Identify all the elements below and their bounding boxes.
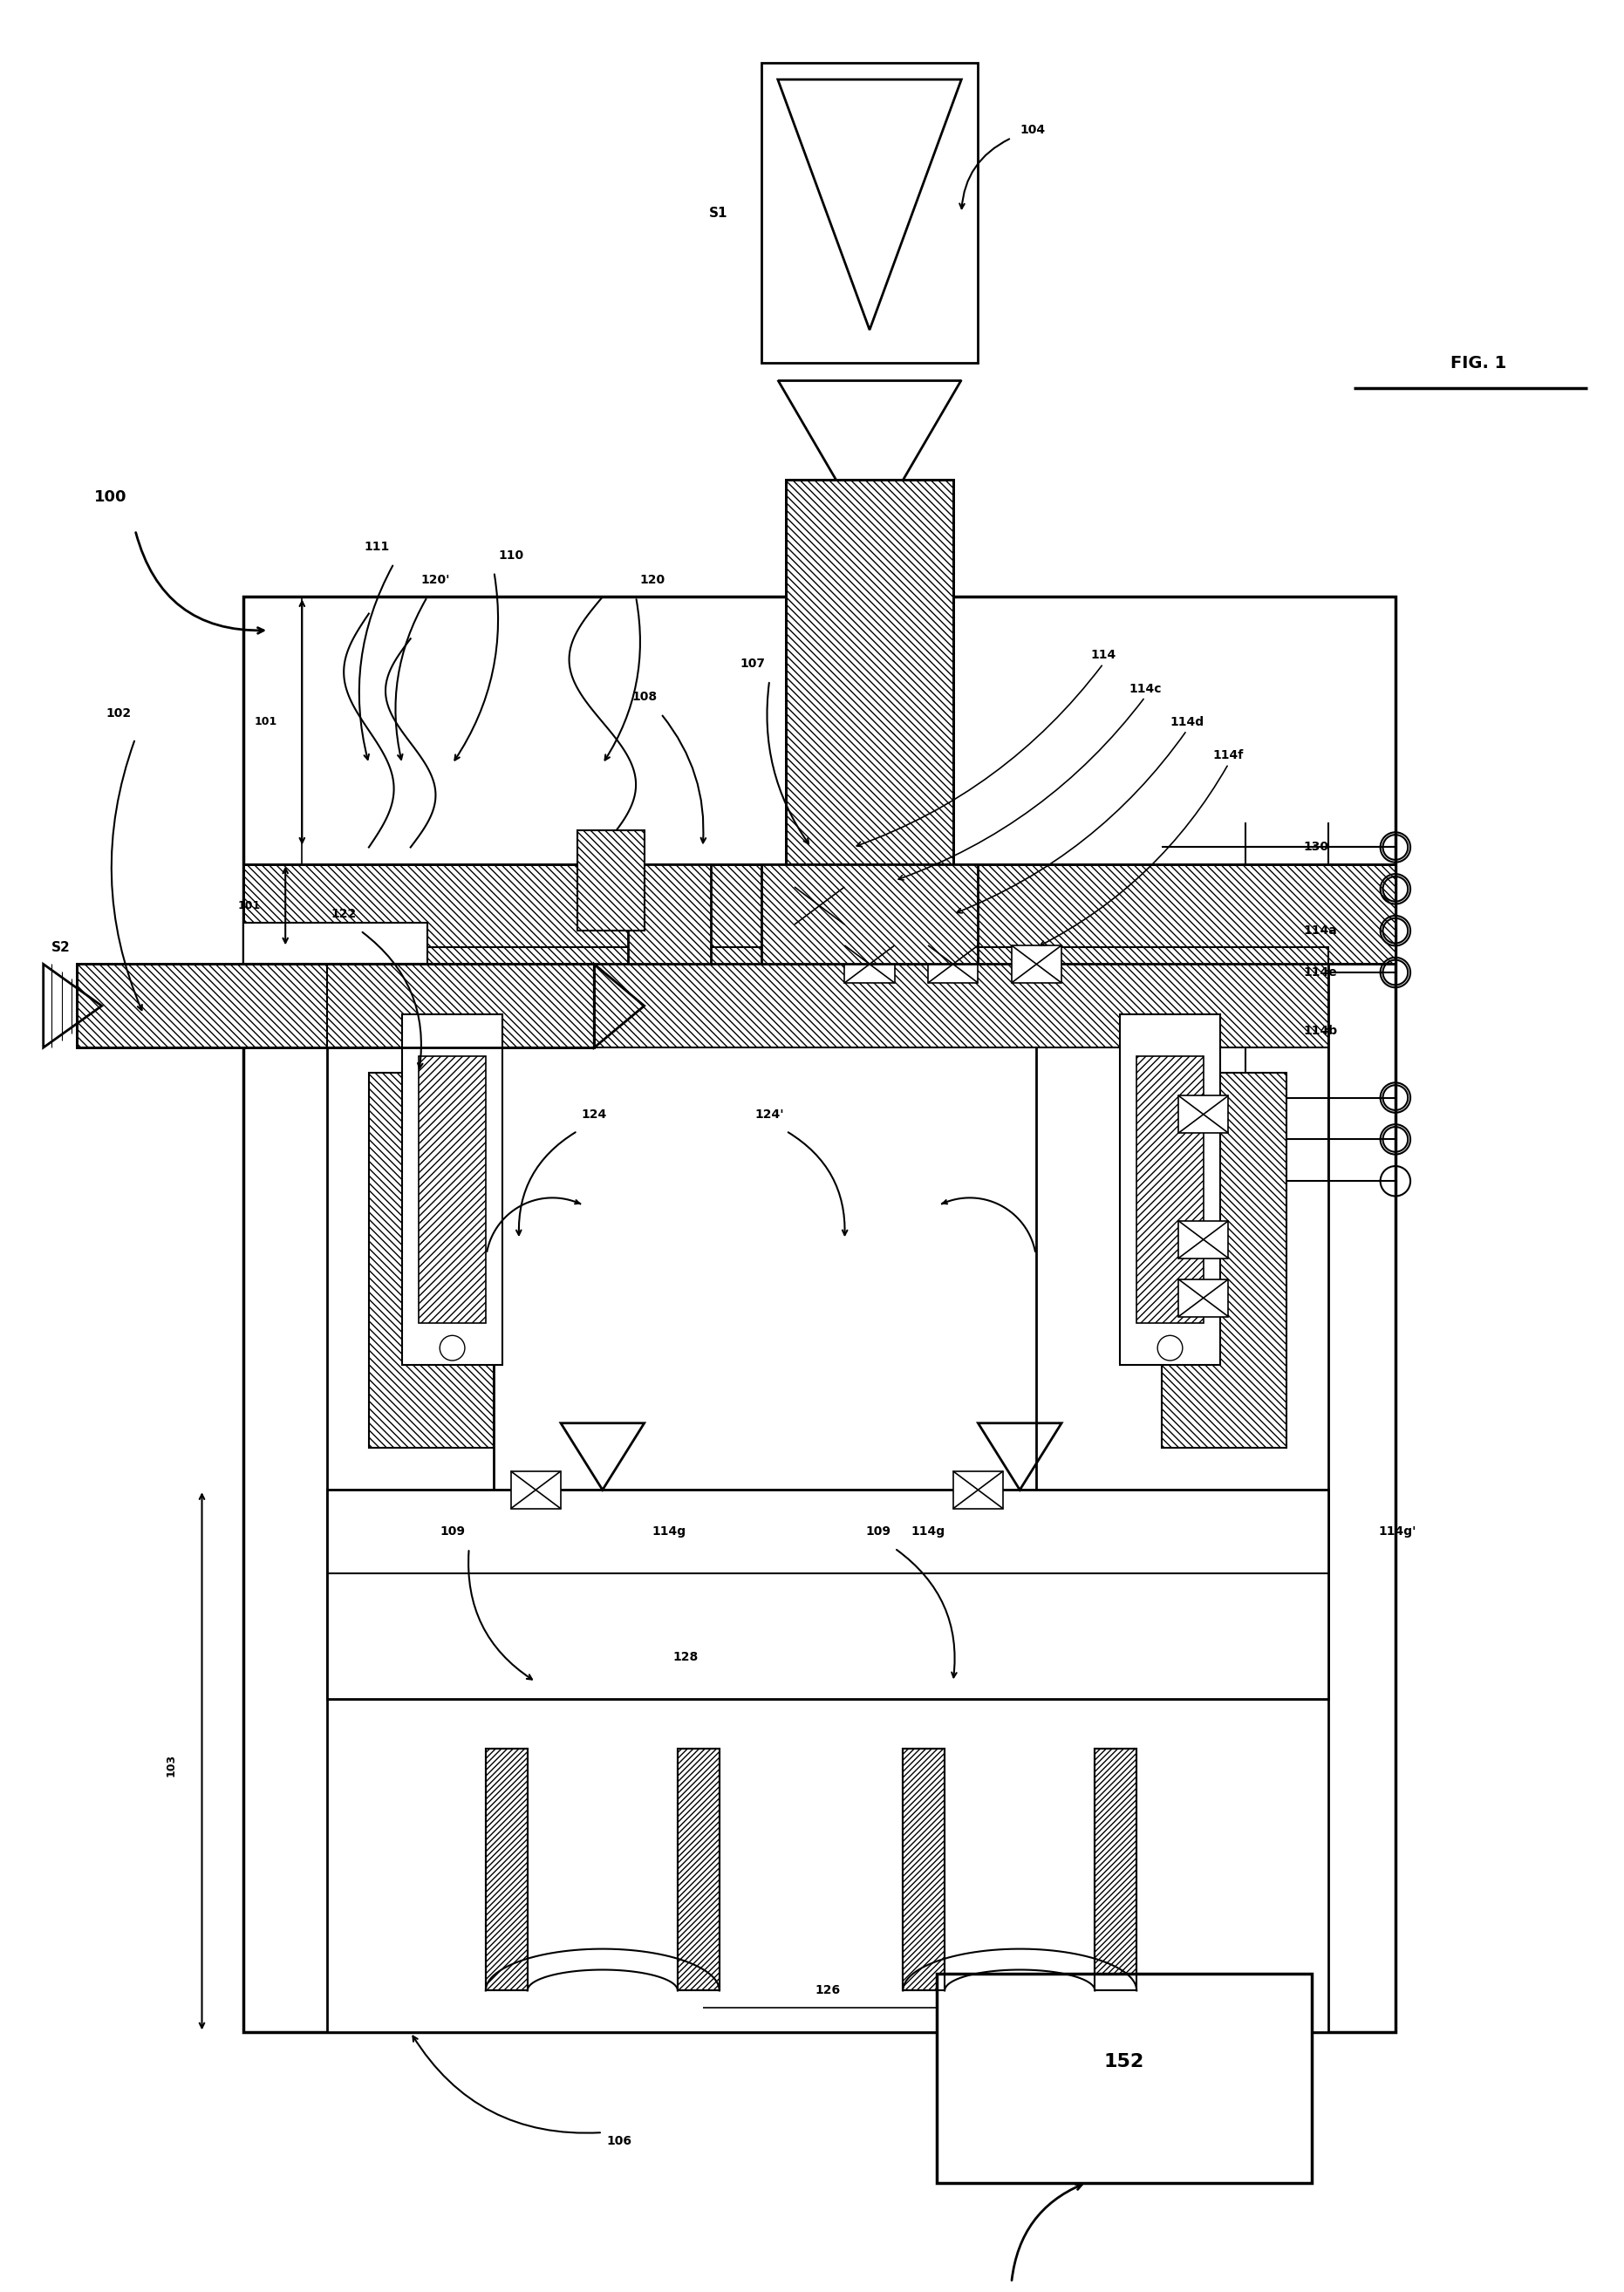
Text: 114e: 114e bbox=[1304, 967, 1338, 979]
Bar bbox=[1179, 1096, 1228, 1132]
Bar bbox=[486, 1749, 528, 1992]
Bar bbox=[244, 864, 1395, 965]
Text: 114f: 114f bbox=[1213, 749, 1244, 761]
Bar bbox=[326, 947, 1328, 1047]
Bar bbox=[794, 887, 844, 924]
Bar bbox=[510, 1471, 560, 1508]
Text: 120': 120' bbox=[421, 573, 450, 587]
Text: 106: 106 bbox=[607, 2134, 632, 2148]
Text: 114g: 114g bbox=[653, 1526, 687, 1538]
Text: 108: 108 bbox=[632, 690, 658, 704]
Text: 114g': 114g' bbox=[1379, 1526, 1416, 1538]
Bar bbox=[1179, 1279, 1228, 1316]
Text: S2: S2 bbox=[52, 942, 71, 953]
Bar bbox=[903, 1749, 945, 1992]
Text: 124': 124' bbox=[755, 1109, 784, 1121]
Bar bbox=[1179, 1222, 1228, 1258]
Text: 104: 104 bbox=[1020, 124, 1046, 135]
Text: 114d: 114d bbox=[1169, 715, 1203, 729]
Text: 114g: 114g bbox=[911, 1526, 945, 1538]
Bar bbox=[627, 864, 711, 965]
Text: FIG. 1: FIG. 1 bbox=[1450, 355, 1507, 371]
Bar bbox=[677, 1749, 719, 1992]
Bar bbox=[1012, 944, 1062, 983]
Bar bbox=[326, 1490, 1328, 1698]
Text: S1: S1 bbox=[710, 206, 728, 220]
Bar bbox=[903, 1749, 945, 1992]
Bar bbox=[419, 1057, 486, 1322]
Bar bbox=[677, 1749, 719, 1992]
Text: 101: 101 bbox=[253, 717, 278, 729]
Bar bbox=[1161, 1073, 1286, 1449]
Bar bbox=[326, 1490, 1328, 2033]
Bar bbox=[1095, 1749, 1137, 1992]
Bar bbox=[786, 479, 953, 880]
Bar bbox=[937, 1973, 1312, 2182]
Text: 102: 102 bbox=[106, 708, 132, 720]
Bar bbox=[1121, 1013, 1220, 1364]
Text: 101: 101 bbox=[237, 901, 260, 912]
Bar bbox=[244, 864, 1395, 965]
Text: 114b: 114b bbox=[1304, 1025, 1338, 1036]
Text: 114c: 114c bbox=[1129, 683, 1161, 694]
Text: 110: 110 bbox=[499, 550, 523, 562]
Bar bbox=[76, 965, 594, 1047]
Bar bbox=[403, 1013, 502, 1364]
Text: 128: 128 bbox=[674, 1650, 698, 1664]
Text: 120: 120 bbox=[640, 573, 666, 587]
Bar bbox=[76, 965, 594, 1047]
Bar bbox=[762, 864, 978, 965]
Bar bbox=[786, 880, 953, 965]
Bar bbox=[369, 1073, 494, 1449]
Bar bbox=[953, 1471, 1004, 1508]
Bar bbox=[786, 479, 953, 880]
Bar bbox=[244, 921, 427, 965]
Bar bbox=[244, 596, 1395, 2033]
Text: 122: 122 bbox=[331, 908, 357, 919]
Text: 111: 111 bbox=[364, 541, 390, 552]
Bar bbox=[844, 944, 895, 983]
Bar bbox=[326, 947, 1328, 1490]
Bar bbox=[486, 1749, 528, 1992]
Bar bbox=[762, 62, 978, 362]
Bar bbox=[1095, 1749, 1137, 1992]
Text: 100: 100 bbox=[94, 488, 127, 504]
Text: 114: 114 bbox=[1090, 649, 1116, 662]
Bar bbox=[927, 944, 978, 983]
Text: 114a: 114a bbox=[1304, 924, 1338, 937]
Bar bbox=[1137, 1057, 1203, 1322]
Text: 124: 124 bbox=[581, 1109, 607, 1121]
Text: 126: 126 bbox=[815, 1985, 841, 1996]
Text: 109: 109 bbox=[440, 1526, 464, 1538]
Text: 152: 152 bbox=[1104, 2054, 1145, 2070]
Text: 107: 107 bbox=[741, 658, 765, 669]
Text: 109: 109 bbox=[866, 1526, 890, 1538]
Text: 103: 103 bbox=[166, 1753, 177, 1776]
Text: 130: 130 bbox=[1304, 841, 1328, 853]
Bar bbox=[578, 830, 645, 931]
